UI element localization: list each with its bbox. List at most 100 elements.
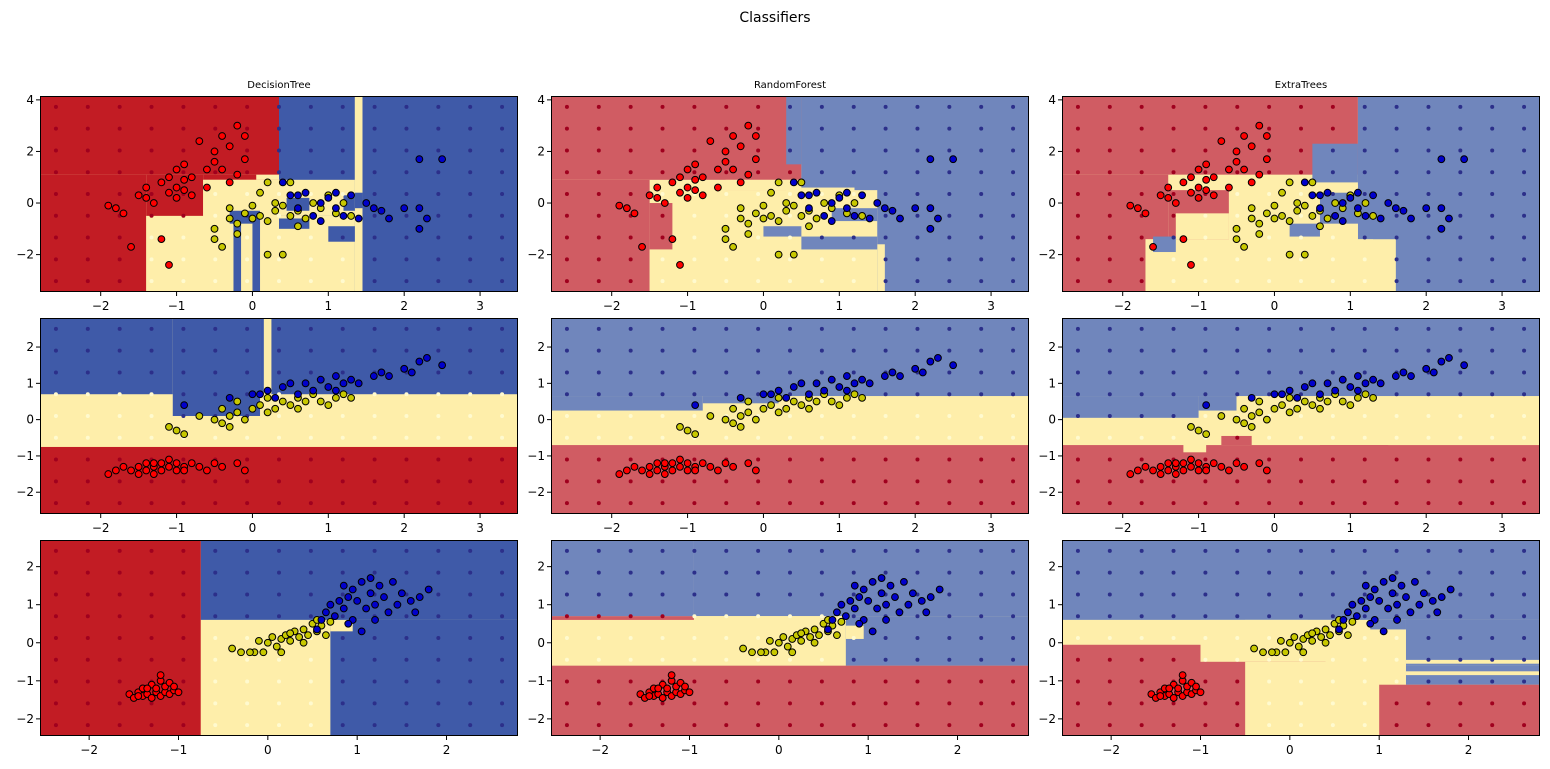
grid-dot: [245, 657, 250, 662]
grid-dot: [181, 479, 186, 484]
grid-dot: [915, 326, 920, 331]
grid-prediction-dots: [53, 548, 505, 728]
data-point: [225, 178, 234, 187]
plot-area: [551, 540, 1029, 736]
data-point: [850, 379, 859, 388]
data-point: [736, 204, 745, 213]
grid-dot: [436, 170, 441, 175]
decision-region-blue: [551, 540, 694, 617]
data-point: [908, 589, 917, 598]
grid-dot: [181, 126, 186, 131]
data-point: [729, 462, 737, 471]
data-point: [1281, 648, 1290, 657]
grid-dot: [149, 479, 154, 484]
data-point: [1354, 386, 1362, 395]
grid-dot: [851, 257, 856, 262]
grid-dot: [85, 279, 90, 284]
data-point: [691, 466, 700, 475]
x-tick-label: −2: [1114, 521, 1132, 535]
grid-dot: [149, 392, 154, 397]
data-point: [1255, 219, 1264, 228]
data-point: [797, 636, 806, 645]
grid-dot: [1203, 213, 1208, 218]
data-point: [149, 470, 158, 478]
grid-dot: [1458, 435, 1463, 440]
data-point: [1415, 600, 1424, 609]
data-point: [877, 589, 886, 598]
grid-dot: [1330, 501, 1335, 506]
data-point: [739, 644, 747, 653]
grid-dot: [468, 235, 473, 240]
data-point: [1370, 585, 1379, 594]
data-point: [806, 633, 815, 641]
data-point: [248, 214, 257, 223]
grid-dot: [564, 392, 569, 397]
grid-dot: [53, 501, 58, 506]
grid-dot: [851, 235, 856, 240]
grid-dot: [1362, 479, 1367, 484]
grid-prediction-dots: [53, 104, 505, 284]
grid-dot: [1426, 657, 1431, 662]
grid-dot: [788, 501, 792, 506]
data-point: [316, 199, 325, 207]
grid-dot: [979, 636, 984, 640]
data-point: [1308, 629, 1317, 638]
y-tick-label: −1: [527, 674, 545, 688]
grid-dot: [756, 701, 761, 706]
grid-prediction-dots: [564, 326, 1016, 506]
data-point: [233, 121, 242, 130]
training-points: [615, 121, 958, 269]
training-points: [1126, 121, 1469, 269]
data-point: [1259, 648, 1267, 657]
grid-dot: [468, 279, 473, 284]
grid-dot: [149, 723, 154, 728]
grid-dot: [756, 104, 761, 109]
grid-dot: [1522, 592, 1527, 597]
grid-dot: [883, 192, 888, 196]
grid-dot: [628, 392, 633, 397]
grid-dot: [692, 479, 697, 484]
grid-dot: [117, 126, 122, 131]
grid-dot: [1107, 614, 1112, 619]
grid-dot: [1235, 548, 1240, 553]
grid-dot: [149, 636, 154, 640]
data-point: [1411, 577, 1419, 586]
grid-dot: [628, 614, 633, 619]
data-point: [165, 173, 173, 182]
data-point: [1247, 142, 1256, 151]
grid-dot: [915, 723, 920, 728]
data-point: [926, 155, 935, 164]
data-point: [165, 455, 173, 464]
grid-dot: [883, 435, 888, 440]
data-point: [377, 368, 386, 377]
data-point: [1422, 364, 1431, 373]
y-tick-label: 2: [537, 340, 545, 354]
grid-dot: [1490, 326, 1495, 331]
grid-dot: [181, 370, 186, 375]
grid-dot: [1235, 479, 1240, 484]
data-point: [729, 132, 737, 140]
data-point: [347, 191, 355, 200]
grid-dot: [724, 257, 729, 262]
decision-region-blue: [260, 318, 264, 395]
data-point: [681, 682, 689, 691]
grid-dot: [788, 170, 792, 175]
grid-dot: [1171, 570, 1176, 575]
data-point: [805, 390, 813, 399]
grid-dot: [979, 170, 984, 175]
grid-dot: [564, 479, 569, 484]
grid-dot: [308, 435, 313, 440]
data-point: [149, 459, 158, 468]
decision-region-blue: [233, 218, 242, 292]
grid-dot: [213, 326, 218, 331]
grid-dot: [788, 370, 792, 375]
grid-dot: [564, 235, 569, 240]
axes-frame: [1062, 96, 1540, 292]
grid-dot: [1490, 414, 1495, 418]
grid-dot: [1522, 279, 1527, 284]
data-point: [1346, 401, 1355, 410]
grid-dot: [947, 592, 952, 597]
grid-dot: [1426, 723, 1431, 728]
grid-dot: [883, 104, 888, 109]
grid-dot: [149, 235, 154, 240]
